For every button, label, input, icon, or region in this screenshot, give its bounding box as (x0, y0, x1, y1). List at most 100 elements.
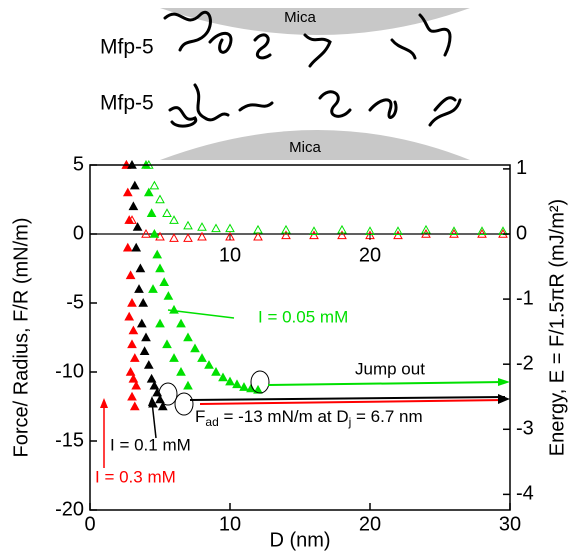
point (149, 228, 160, 238)
text: F (195, 407, 205, 426)
zero-line-tick-label: 10 (219, 244, 241, 266)
arrow (151, 401, 157, 439)
circle (250, 370, 270, 394)
point (148, 284, 158, 293)
point (141, 228, 151, 238)
point (152, 249, 163, 259)
point (129, 353, 140, 362)
point (124, 311, 135, 321)
plot-frame (89, 164, 511, 511)
point (155, 318, 165, 328)
y-tick-label: 0 (73, 222, 84, 244)
point (136, 318, 147, 328)
point (197, 222, 207, 231)
point (232, 379, 242, 389)
point (134, 284, 144, 293)
annotations: I = 0.05 mM Jump out Fad = -13 mN/m at D… (95, 307, 510, 486)
y2-tick-label: -2 (516, 352, 534, 374)
point (146, 373, 157, 383)
label: Mfp-5 (100, 36, 154, 59)
y2-tick-label: 1 (516, 157, 527, 179)
point (176, 366, 186, 376)
annotation: I = 0.1 mM (110, 435, 191, 454)
point (128, 201, 139, 211)
circle (174, 392, 194, 416)
x-tick-label: 30 (499, 513, 521, 535)
point (122, 187, 133, 197)
point (239, 382, 249, 391)
annotation: I = 0.05 mM (258, 307, 348, 326)
y2-tick-label: -1 (516, 287, 534, 309)
y-axis-label: Force/ Radius, F/R (mN/m) (10, 217, 32, 457)
point (393, 226, 403, 235)
point (281, 224, 291, 234)
arrowhead (498, 394, 510, 404)
point (132, 222, 143, 231)
point (309, 230, 319, 240)
point (141, 332, 151, 342)
arrowhead (498, 378, 510, 386)
point (138, 297, 149, 307)
point (309, 226, 319, 235)
y-tick-label: -5 (66, 291, 84, 313)
point (162, 208, 172, 217)
arrowhead (100, 398, 108, 408)
point (337, 230, 347, 240)
point (477, 226, 487, 235)
mica-top (160, 8, 470, 35)
point (253, 231, 263, 241)
y2-tick-label: -3 (516, 418, 534, 440)
point (162, 339, 172, 349)
point (211, 223, 221, 233)
y2-tick-label: 0 (516, 222, 527, 244)
point (253, 224, 263, 234)
point (125, 366, 136, 376)
point (169, 353, 179, 362)
text: j (348, 415, 352, 429)
schematic: Mica Mfp-5 Mfp-5 Mica (100, 8, 470, 160)
arrow (267, 381, 506, 386)
circle (158, 382, 178, 406)
point (127, 391, 137, 401)
text: = 6.7 nm (351, 407, 422, 426)
x-tick-label: 10 (219, 513, 241, 535)
point (146, 208, 157, 217)
point (124, 215, 135, 224)
point (143, 187, 154, 197)
x-tick-label: 0 (84, 513, 95, 535)
point (169, 304, 179, 314)
mica-bottom (160, 130, 470, 160)
arrow (189, 396, 506, 401)
point (183, 332, 193, 342)
point (122, 242, 133, 252)
point (139, 346, 150, 355)
arrow (199, 399, 506, 405)
annotation: I = 0.3 mM (95, 467, 176, 486)
label: Mfp-5 (100, 92, 154, 115)
y2-tick-label: -4 (516, 483, 534, 505)
annotation: Fad = -13 mN/m at Dj = 6.7 nm (195, 407, 423, 429)
point (253, 384, 263, 394)
y-tick-label: -20 (55, 498, 84, 520)
arrow (167, 309, 235, 319)
point (128, 373, 139, 383)
y-tick-label: -15 (55, 429, 84, 451)
point (157, 401, 168, 411)
point (169, 215, 179, 224)
point (183, 380, 193, 390)
point (190, 343, 200, 353)
y-tick-label: -10 (55, 360, 84, 382)
arrowhead (148, 396, 156, 406)
point (131, 242, 142, 252)
point (225, 223, 235, 233)
point (127, 339, 137, 349)
point (337, 224, 347, 234)
point (197, 353, 207, 362)
point (143, 360, 154, 369)
point (159, 277, 170, 286)
point (149, 180, 160, 190)
point (449, 226, 459, 235)
point (183, 233, 193, 242)
x-axis-label: D (nm) (269, 529, 330, 551)
